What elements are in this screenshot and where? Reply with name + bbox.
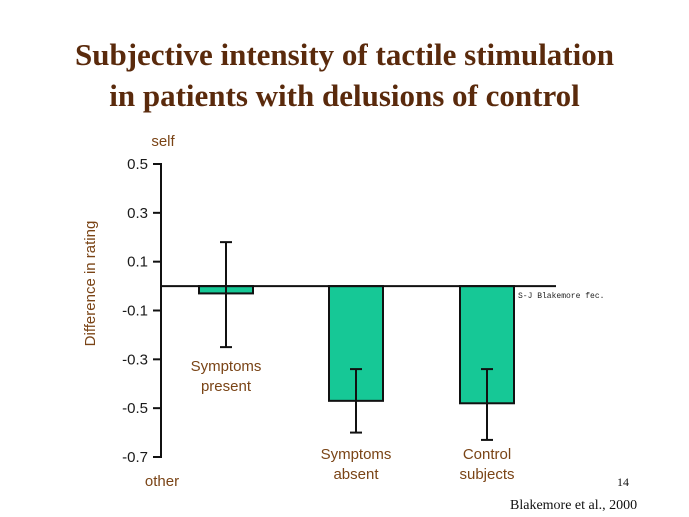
category-label: subjects — [459, 466, 514, 483]
slide-title-line-2: in patients with delusions of control — [109, 78, 580, 113]
category-label: absent — [333, 466, 379, 483]
slide-title-line-1: Subjective intensity of tactile stimulat… — [74, 37, 614, 72]
citation: Blakemore et al., 2000 — [510, 498, 637, 513]
category-label: present — [201, 378, 252, 395]
y-tick-label: 0.5 — [127, 156, 148, 173]
slide-number: 14 — [617, 475, 629, 489]
category-label: Control — [463, 446, 511, 463]
y-top-label-self: self — [151, 133, 175, 150]
y-axis-label: Difference in rating — [82, 221, 99, 347]
category-label: Symptoms — [191, 358, 262, 375]
y-tick-label: 0.1 — [127, 254, 148, 271]
watermark-credit: S-J Blakemore fec. — [518, 292, 604, 301]
y-tick-label: -0.5 — [122, 400, 148, 417]
y-bottom-label-other: other — [145, 473, 179, 490]
y-tick-label: -0.1 — [122, 303, 148, 320]
category-labels: Symptoms present Symptoms absent Control subj… — [191, 358, 515, 483]
y-tick-label: -0.7 — [122, 449, 148, 466]
y-ticks: 0.5 0.3 0.1 -0.1 -0.3 -0.5 -0.7 — [122, 156, 161, 466]
chart-marks — [198, 241, 515, 441]
y-tick-label: 0.3 — [127, 205, 148, 222]
y-tick-label: -0.3 — [122, 351, 148, 368]
category-label: Symptoms — [321, 446, 392, 463]
